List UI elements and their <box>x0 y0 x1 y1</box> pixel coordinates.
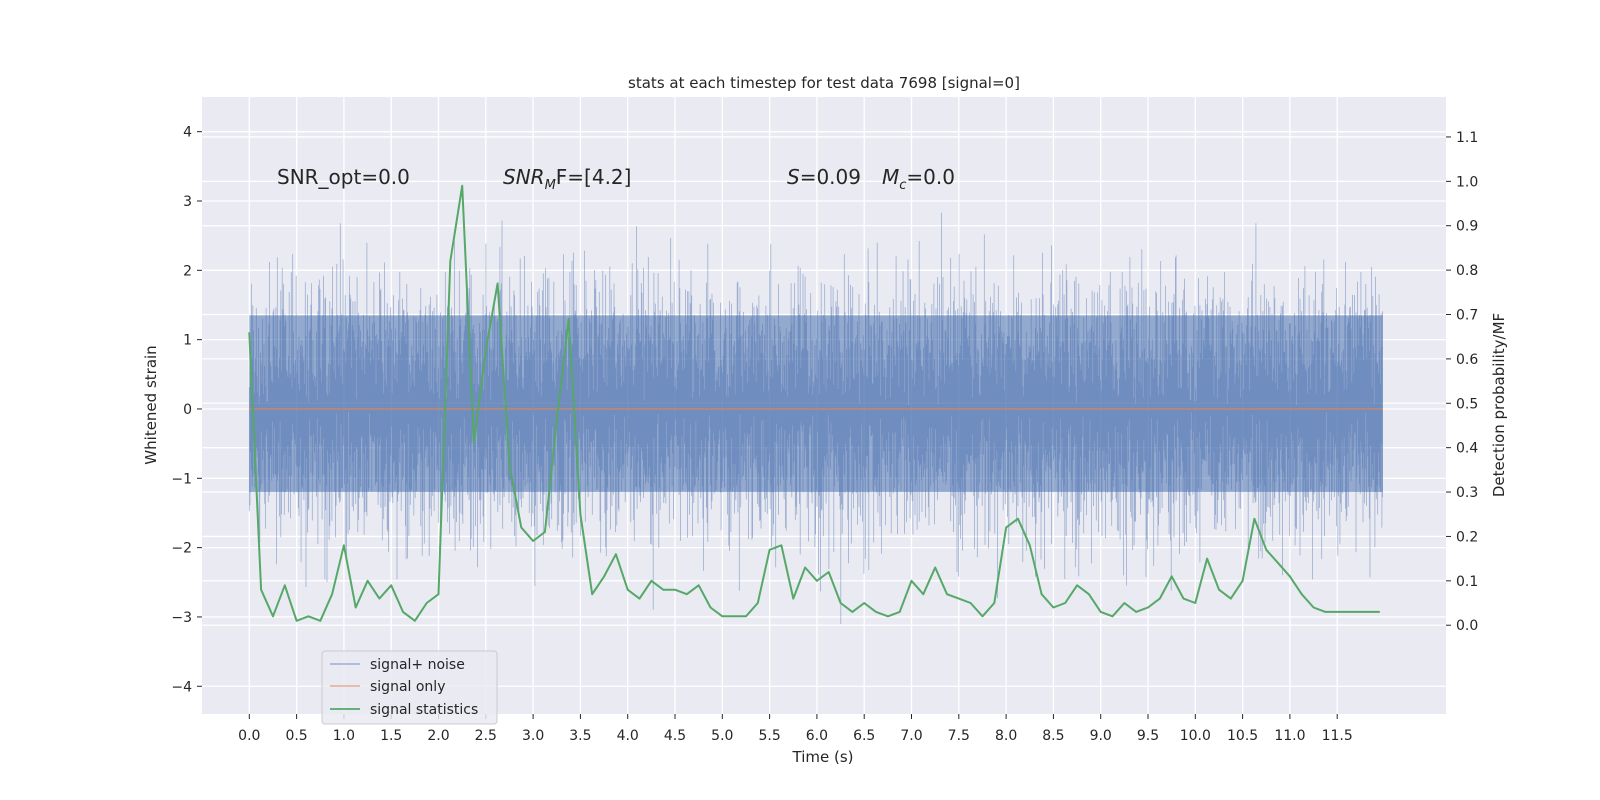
y-right-tick-label: 0.7 <box>1456 308 1478 324</box>
y-right-tick-label: 0.1 <box>1456 574 1478 590</box>
x-tick-label: 1.5 <box>380 728 402 744</box>
s-value: =0.09 <box>800 165 861 189</box>
x-tick-label: 7.5 <box>948 728 970 744</box>
x-tick-label: 9.5 <box>1137 728 1159 744</box>
legend-label-signal-noise: signal+ noise <box>370 657 465 673</box>
x-tick-label: 10.0 <box>1180 728 1211 744</box>
annotation-snr-mf: SNRMF=[4.2] <box>503 165 631 193</box>
y-right-tick-label: 1.0 <box>1456 174 1478 190</box>
x-tick-label: 6.0 <box>806 728 828 744</box>
annotation-s: S=0.09 <box>787 165 861 189</box>
x-tick-label: 11.0 <box>1274 728 1305 744</box>
y-tick-label: 1 <box>183 333 192 349</box>
y-tick-label: −4 <box>171 679 192 695</box>
x-tick-label: 9.0 <box>1090 728 1112 744</box>
x-tick-label: 11.5 <box>1322 728 1353 744</box>
signal-statistics-line <box>248 184 1380 622</box>
axis-ticks: 0.0 0.5 1.0 1.5 2.0 2.5 3.0 3.5 4.0 4.5 5.0 5.5 6.0 6… <box>171 125 1478 744</box>
x-tick-label: 0.5 <box>285 728 307 744</box>
y-right-tick-label: 0.2 <box>1456 529 1478 545</box>
y-axis-right-label: Detection probability/MF <box>1490 313 1508 497</box>
snr-mf-subscript: M <box>545 178 556 193</box>
x-tick-label: 5.0 <box>711 728 733 744</box>
y-tick-label: −1 <box>171 471 192 487</box>
annotation-snr-opt: SNR_opt=0.0 <box>277 165 410 189</box>
x-tick-label: 6.5 <box>853 728 875 744</box>
chart-title: stats at each timestep for test data 769… <box>628 74 1020 92</box>
legend: signal+ noise signal only signal statist… <box>321 650 498 725</box>
y-right-tick-label: 0.5 <box>1456 396 1478 412</box>
annotation-mc: Mc=0.0 <box>882 165 955 193</box>
series-signal-statistics <box>248 184 1380 622</box>
y-tick-label: 2 <box>183 263 192 279</box>
y-right-tick-label: 0.3 <box>1456 485 1478 501</box>
y-axis-label: Whitened strain <box>142 345 160 464</box>
x-tick-label: 7.0 <box>900 728 922 744</box>
y-tick-label: −2 <box>171 541 192 557</box>
x-tick-label: 5.5 <box>758 728 780 744</box>
noise-trace <box>248 212 1383 625</box>
y-tick-label: 4 <box>183 125 192 141</box>
x-tick-label: 10.5 <box>1227 728 1258 744</box>
y-right-tick-label: 0.0 <box>1456 618 1478 634</box>
y-tick-label: −3 <box>171 610 192 626</box>
y-tick-label: 0 <box>183 402 192 418</box>
y-tick-label: 3 <box>183 194 192 210</box>
series-signal-noise <box>248 212 1383 625</box>
legend-label-signal-statistics: signal statistics <box>370 702 478 718</box>
snr-mf-value: F=[4.2] <box>556 165 632 189</box>
s-symbol: S <box>787 165 800 189</box>
mc-subscript: c <box>899 178 906 193</box>
x-tick-label: 2.0 <box>427 728 449 744</box>
mc-value: =0.0 <box>906 165 955 189</box>
snr-mf-symbol: SNR <box>503 165 545 189</box>
x-tick-label: 8.5 <box>1042 728 1064 744</box>
x-tick-label: 4.0 <box>617 728 639 744</box>
x-tick-label: 4.5 <box>664 728 686 744</box>
x-tick-label: 1.0 <box>333 728 355 744</box>
y-right-tick-label: 0.4 <box>1456 441 1478 457</box>
mc-symbol: M <box>882 165 899 189</box>
x-tick-label: 3.0 <box>522 728 544 744</box>
x-tick-label: 2.5 <box>475 728 497 744</box>
x-axis-label: Time (s) <box>792 748 854 766</box>
y-right-tick-label: 1.1 <box>1456 130 1478 146</box>
legend-label-signal-only: signal only <box>370 679 445 695</box>
x-tick-label: 8.0 <box>995 728 1017 744</box>
y-right-tick-label: 0.6 <box>1456 352 1478 368</box>
y-right-tick-label: 0.9 <box>1456 219 1478 235</box>
legend-box <box>321 650 498 725</box>
x-tick-label: 3.5 <box>569 728 591 744</box>
x-tick-label: 0.0 <box>238 728 260 744</box>
y-right-tick-label: 0.8 <box>1456 263 1478 279</box>
